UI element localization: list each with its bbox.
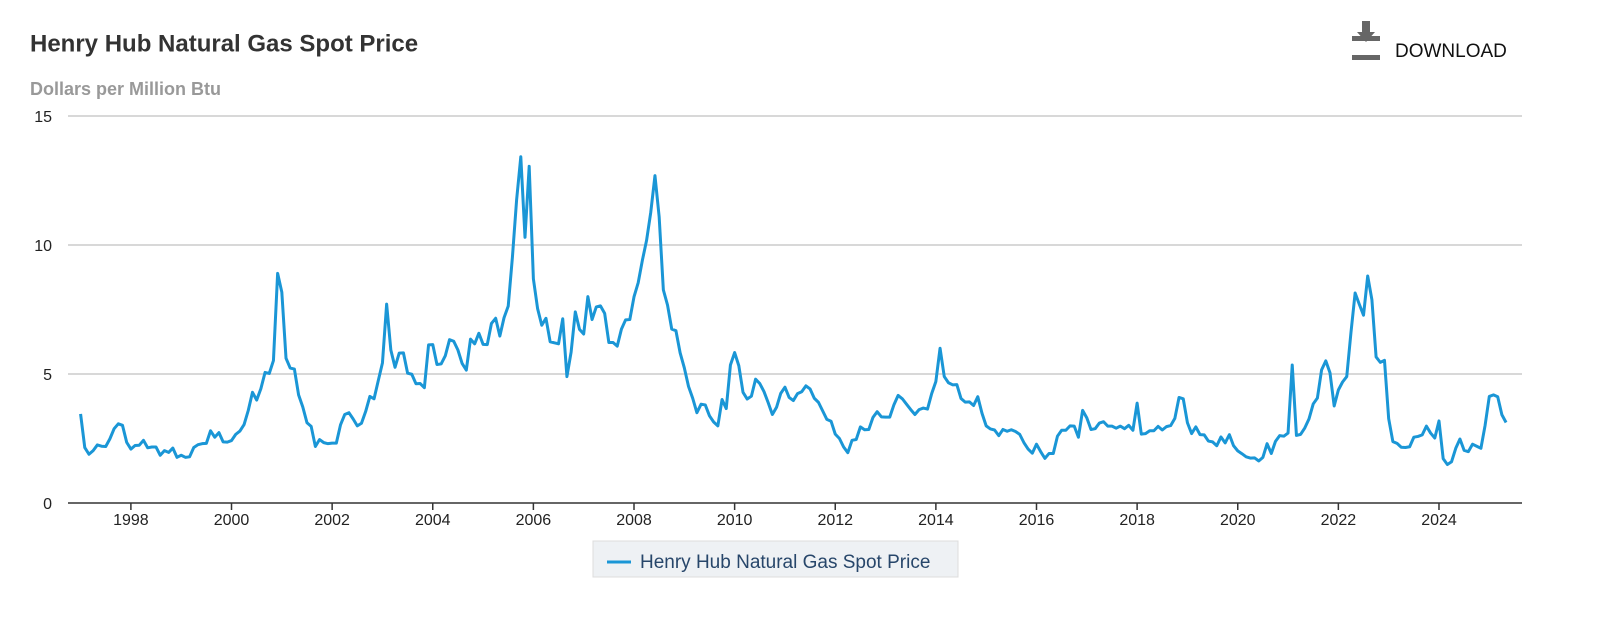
download-label[interactable]: DOWNLOAD bbox=[1395, 41, 1507, 62]
chart-subtitle: Dollars per Million Btu bbox=[30, 79, 221, 99]
legend-box bbox=[592, 540, 959, 578]
chart-title: Henry Hub Natural Gas Spot Price bbox=[30, 30, 418, 57]
x-tick-label: 1998 bbox=[113, 512, 149, 529]
x-tick-label: 2016 bbox=[1019, 512, 1055, 529]
x-tick-label: 2018 bbox=[1119, 512, 1155, 529]
x-tick-label: 2010 bbox=[717, 512, 753, 529]
y-tick-label: 0 bbox=[43, 496, 52, 513]
x-tick-label: 2020 bbox=[1220, 512, 1256, 529]
x-tick-label: 2024 bbox=[1421, 512, 1457, 529]
x-tick-label: 2012 bbox=[817, 512, 853, 529]
legend: Henry Hub Natural Gas Spot Price bbox=[592, 540, 959, 578]
y-tick-label: 5 bbox=[43, 367, 52, 384]
legend-label: Henry Hub Natural Gas Spot Price bbox=[640, 552, 930, 573]
x-tick-label: 2004 bbox=[415, 512, 451, 529]
download-button[interactable]: DOWNLOAD bbox=[1352, 21, 1507, 62]
download-icon-base bbox=[1352, 55, 1380, 60]
x-tick-label: 2022 bbox=[1321, 512, 1357, 529]
data-line bbox=[79, 155, 1508, 467]
download-icon-arrow bbox=[1357, 21, 1375, 42]
x-tick-label: 2002 bbox=[314, 512, 350, 529]
y-tick-label: 15 bbox=[34, 109, 52, 126]
x-tick-label: 2006 bbox=[516, 512, 552, 529]
y-tick-label: 10 bbox=[34, 238, 52, 255]
x-tick-label: 2000 bbox=[214, 512, 250, 529]
x-tick-label: 2008 bbox=[616, 512, 652, 529]
x-tick-label: 2014 bbox=[918, 512, 954, 529]
